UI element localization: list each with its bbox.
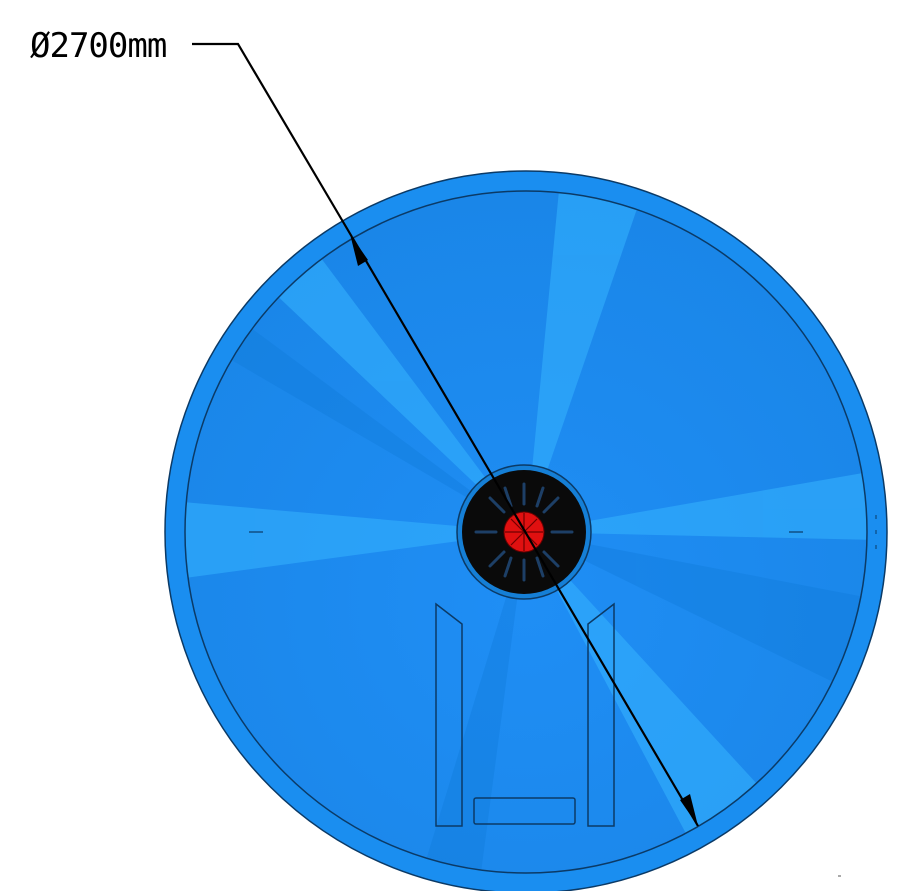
arrowhead-bottom xyxy=(680,794,698,826)
arrowhead-top xyxy=(350,234,368,266)
tank-inner-outline xyxy=(184,190,868,874)
red-core-icon xyxy=(503,511,545,553)
diameter-label: Ø2700mm xyxy=(30,26,166,66)
tank-inner-face xyxy=(185,191,867,873)
shading-rays xyxy=(185,191,867,860)
bottom-plate xyxy=(473,797,576,825)
manhole-frame xyxy=(435,602,615,827)
right-rail xyxy=(587,602,615,827)
leader-line xyxy=(192,42,353,238)
diameter-dimension xyxy=(192,42,699,827)
hub-spokes xyxy=(474,482,574,582)
left-rail xyxy=(435,602,463,827)
dimension-line xyxy=(351,236,699,827)
